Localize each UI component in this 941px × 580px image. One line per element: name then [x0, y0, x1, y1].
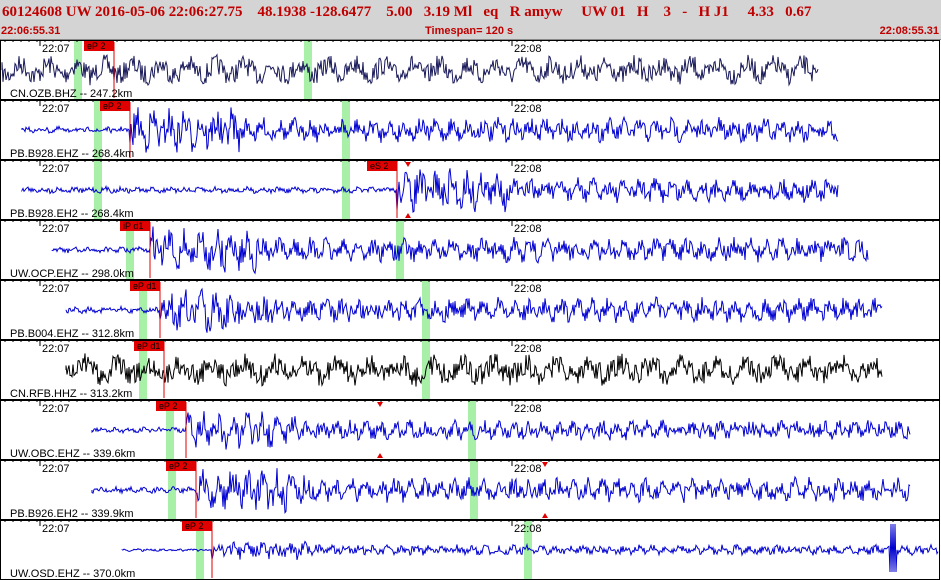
trace-row: 22:07 22:08 eP 2 PB.B926.EH2 -- 339.9km — [0, 460, 940, 520]
waveform — [21, 168, 839, 213]
trace-row: 22:07 22:08 eS 2 PB.B928.EH2 -- 268.4km — [0, 160, 940, 220]
time-tick-label: 22:08 — [514, 523, 542, 535]
row-frame — [0, 460, 940, 520]
plot-header: 60124608 UW 2016-05-06 22:06:27.75 48.19… — [0, 0, 941, 40]
phase-window — [468, 401, 476, 459]
station-label: CN.RFB.HHZ -- 313.2km — [10, 388, 132, 400]
time-tick-label: 22:08 — [514, 103, 542, 115]
pick-flag — [84, 41, 114, 51]
arrival-marker — [405, 213, 411, 218]
row-frame — [0, 340, 940, 400]
time-tick-label: 22:08 — [514, 343, 542, 355]
waveform — [91, 468, 911, 514]
waveform — [91, 411, 911, 450]
time-tick-label: 22:08 — [514, 463, 542, 475]
row-frame — [0, 100, 940, 160]
timespan-label: Timespan= 120 s — [425, 25, 514, 37]
time-tick-label: 22:08 — [514, 283, 542, 295]
arrival-marker — [405, 162, 411, 167]
time-tick-label: 22:07 — [42, 103, 70, 115]
waveform — [65, 353, 883, 388]
phase-window — [470, 461, 478, 519]
event-title: 60124608 UW 2016-05-06 22:06:27.75 48.19… — [2, 4, 812, 20]
station-label: UW.OSD.EHZ -- 370.0km — [10, 568, 135, 580]
pick-flag — [120, 221, 150, 231]
pick-label: eP d1 — [137, 341, 160, 351]
station-label: PB.B004.EHZ -- 312.8km — [10, 328, 134, 340]
station-label: UW.OCP.EHZ -- 298.0km — [10, 268, 134, 280]
time-tick-label: 22:08 — [514, 163, 542, 175]
phase-window — [94, 161, 102, 219]
phase-window — [126, 221, 134, 279]
pick-flag — [100, 101, 130, 111]
station-label: PB.B926.EH2 -- 339.9km — [10, 508, 134, 520]
trace-row: 22:07 22:08 iP d1 UW.OCP.EHZ -- 298.0km — [0, 220, 940, 280]
trace-row: 22:07 22:08 eP d1 CN.RFB.HHZ -- 313.2km — [0, 340, 940, 400]
time-tick-label: 22:07 — [42, 463, 70, 475]
row-frame — [0, 40, 940, 100]
station-label: UW.OBC.EHZ -- 339.6km — [10, 448, 135, 460]
pick-label: eP d1 — [133, 281, 156, 291]
pick-label: eP 2 — [87, 41, 105, 51]
waveform — [21, 107, 839, 153]
time-tick-label: 22:07 — [42, 163, 70, 175]
row-frame — [0, 280, 940, 340]
row-frame — [0, 220, 940, 280]
arrival-marker — [542, 513, 548, 518]
arrival-marker — [542, 462, 548, 467]
time-tick-label: 22:08 — [514, 223, 542, 235]
station-label: CN.OZB.BHZ -- 247.2km — [10, 88, 132, 100]
pick-label: eP 2 — [103, 101, 121, 111]
row-frame — [0, 400, 940, 460]
end-time: 22:08:55.31 — [879, 25, 939, 37]
pick-label: eP 2 — [169, 461, 187, 471]
pick-flag — [156, 401, 186, 411]
trace-row: 22:07 22:08 eP 2 CN.OZB.BHZ -- 247.2km — [0, 40, 940, 100]
arrival-marker — [377, 402, 383, 407]
trace-row: 22:07 22:08 eP 2 UW.OSD.EHZ -- 370.0km — [0, 520, 940, 580]
row-frame — [0, 160, 940, 220]
waveform — [51, 226, 869, 275]
trace-row: 22:07 22:08 eP d1 PB.B004.EHZ -- 312.8km — [0, 280, 940, 340]
pick-flag — [130, 281, 160, 291]
phase-window — [74, 41, 82, 99]
phase-window — [168, 461, 176, 519]
time-tick-label: 22:07 — [42, 523, 70, 535]
trace-row: 22:07 22:08 eP 2 PB.B928.EHZ -- 268.4km — [0, 100, 940, 160]
pick-label: eP 2 — [185, 521, 203, 531]
station-label: PB.B928.EH2 -- 268.4km — [10, 208, 134, 220]
pick-label: eS 2 — [370, 161, 389, 171]
arrival-marker — [377, 453, 383, 458]
start-time: 22:06:55.31 — [1, 25, 61, 37]
pick-label: iP d1 — [123, 221, 143, 231]
time-tick-label: 22:07 — [42, 343, 70, 355]
pick-flag — [166, 461, 196, 471]
waveform — [1, 53, 819, 87]
trace-row: 22:07 22:08 eP 2 UW.OBC.EHZ -- 339.6km — [0, 400, 940, 460]
pick-flag — [134, 341, 164, 351]
waveform — [65, 287, 883, 333]
time-tick-label: 22:07 — [42, 43, 70, 55]
pick-flag — [182, 521, 212, 531]
phase-window — [139, 281, 147, 339]
time-tick-label: 22:07 — [42, 403, 70, 415]
time-tick-label: 22:08 — [514, 403, 542, 415]
time-tick-label: 22:07 — [42, 283, 70, 295]
time-tick-label: 22:08 — [514, 43, 542, 55]
phase-window — [342, 161, 350, 219]
waveform — [121, 523, 939, 573]
pick-flag — [367, 161, 397, 171]
time-tick-label: 22:07 — [42, 223, 70, 235]
station-label: PB.B928.EHZ -- 268.4km — [10, 148, 134, 160]
pick-label: eP 2 — [159, 401, 177, 411]
